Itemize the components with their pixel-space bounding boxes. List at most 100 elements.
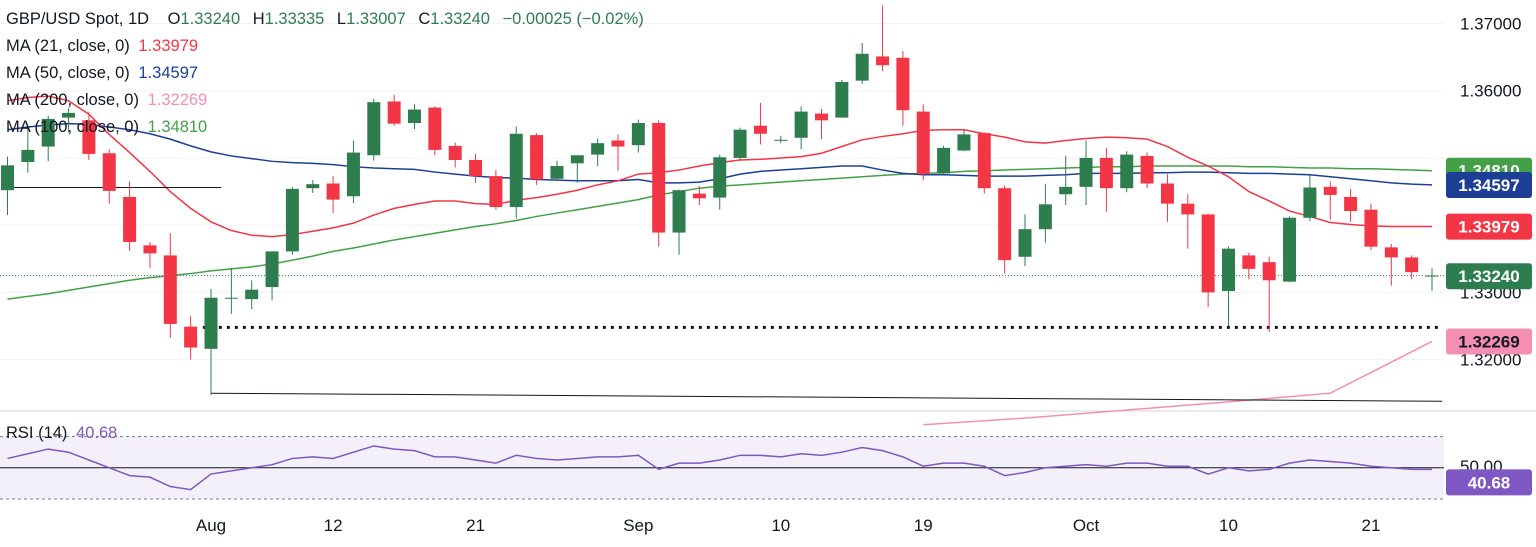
candle bbox=[570, 155, 584, 183]
price-tick-label: 1.32000 bbox=[1460, 351, 1521, 370]
candle bbox=[692, 186, 706, 205]
legend-ma200[interactable]: MA (200, close, 0) 1.32269 bbox=[6, 91, 211, 110]
candle bbox=[469, 153, 483, 183]
candle-body bbox=[855, 53, 869, 81]
candle bbox=[794, 106, 808, 150]
open-value: 1.33240 bbox=[180, 10, 241, 28]
candle bbox=[530, 133, 544, 185]
candle-body bbox=[1038, 204, 1052, 230]
candle-body bbox=[21, 149, 35, 162]
legend-ma100[interactable]: MA (100, close, 0) 1.34810 bbox=[6, 118, 211, 137]
high-label: H bbox=[252, 10, 265, 28]
candle bbox=[876, 5, 890, 72]
symbol-label: GBP/USD Spot, 1D bbox=[6, 10, 150, 28]
candle-body bbox=[916, 111, 930, 175]
candle-body bbox=[367, 102, 381, 156]
price-tag-text: 1.34597 bbox=[1458, 176, 1519, 195]
price-tag-text: 1.33979 bbox=[1458, 218, 1519, 237]
candle bbox=[143, 241, 157, 269]
candle-body bbox=[204, 297, 218, 349]
candle-body bbox=[957, 134, 971, 151]
candle-body bbox=[102, 153, 116, 191]
candle bbox=[611, 134, 625, 171]
candle bbox=[957, 130, 971, 152]
open-label: O bbox=[167, 10, 181, 28]
legend-ma50[interactable]: MA (50, close, 0) 1.34597 bbox=[6, 64, 202, 83]
candle bbox=[408, 104, 421, 130]
price-tag-bg bbox=[1446, 172, 1532, 199]
candle-body bbox=[1344, 196, 1358, 212]
candle-body bbox=[1181, 203, 1195, 215]
candle bbox=[163, 233, 177, 339]
candle bbox=[326, 176, 340, 214]
candle-body bbox=[1384, 247, 1398, 258]
candle-body bbox=[570, 155, 584, 164]
candle-body bbox=[1059, 186, 1073, 195]
rsi-label: RSI (14) bbox=[6, 424, 68, 442]
candle bbox=[1201, 213, 1215, 308]
candle-body bbox=[163, 255, 177, 324]
candle bbox=[245, 280, 259, 310]
candle bbox=[774, 135, 788, 144]
candle bbox=[998, 185, 1012, 274]
candle-body bbox=[1, 165, 14, 191]
price-tag: 1.33979 bbox=[1446, 213, 1532, 240]
legend-ma21[interactable]: MA (21, close, 0) 1.33979 bbox=[6, 37, 202, 56]
candle-body bbox=[306, 184, 320, 189]
candle-body bbox=[285, 188, 299, 252]
rsi-legend[interactable]: RSI (14) 40.68 bbox=[6, 424, 121, 443]
candle bbox=[916, 104, 930, 181]
price-tag-text: 1.33240 bbox=[1458, 267, 1519, 286]
close-value: 1.33240 bbox=[430, 10, 490, 28]
candle bbox=[1160, 174, 1174, 222]
candle bbox=[1222, 246, 1235, 326]
candle bbox=[184, 315, 198, 360]
candle-body bbox=[1222, 248, 1235, 292]
change-value: −0.00025 (−0.02%) bbox=[502, 10, 644, 28]
candle-body bbox=[652, 123, 666, 233]
candle bbox=[123, 181, 137, 251]
candle bbox=[1181, 194, 1195, 249]
low-label: L bbox=[336, 10, 347, 28]
candle-body bbox=[1425, 275, 1439, 277]
candle bbox=[672, 189, 686, 255]
candle bbox=[387, 94, 401, 126]
candle-body bbox=[672, 190, 686, 233]
candle bbox=[1140, 152, 1154, 189]
time-axis-label: Sep bbox=[623, 516, 653, 535]
price-tag: 1.34597 bbox=[1446, 172, 1532, 199]
candle-body bbox=[1201, 214, 1215, 293]
candle-body bbox=[1364, 209, 1378, 247]
close-label: C bbox=[418, 10, 431, 28]
price-tag-bg bbox=[1446, 328, 1532, 355]
candle-body bbox=[346, 152, 360, 197]
candle-body bbox=[489, 176, 503, 208]
candle-body bbox=[1079, 157, 1093, 187]
rsi-tag-text: 40.68 bbox=[1468, 473, 1511, 492]
candle-body bbox=[794, 111, 808, 138]
candle bbox=[1079, 140, 1093, 205]
candle-body bbox=[224, 297, 238, 299]
legend-ma21-value: 1.33979 bbox=[138, 37, 199, 55]
rsi-tag-bg bbox=[1446, 469, 1532, 496]
candle-body bbox=[611, 140, 625, 147]
candle bbox=[1405, 255, 1419, 279]
candle bbox=[1303, 175, 1317, 222]
candle bbox=[1018, 214, 1032, 267]
candle-body bbox=[1303, 187, 1317, 218]
candle bbox=[204, 289, 218, 396]
price-tag-bg bbox=[1446, 213, 1532, 240]
candle bbox=[428, 106, 442, 156]
candle bbox=[82, 112, 96, 160]
candle bbox=[62, 108, 76, 133]
candle bbox=[631, 119, 645, 153]
legend-ma100-label: MA (100, close, 0) bbox=[6, 118, 139, 136]
candle bbox=[448, 142, 462, 168]
time-axis-label: Oct bbox=[1073, 516, 1100, 535]
candle-body bbox=[1160, 183, 1174, 204]
candle bbox=[896, 51, 910, 126]
candle bbox=[815, 108, 828, 140]
candle bbox=[41, 115, 55, 162]
